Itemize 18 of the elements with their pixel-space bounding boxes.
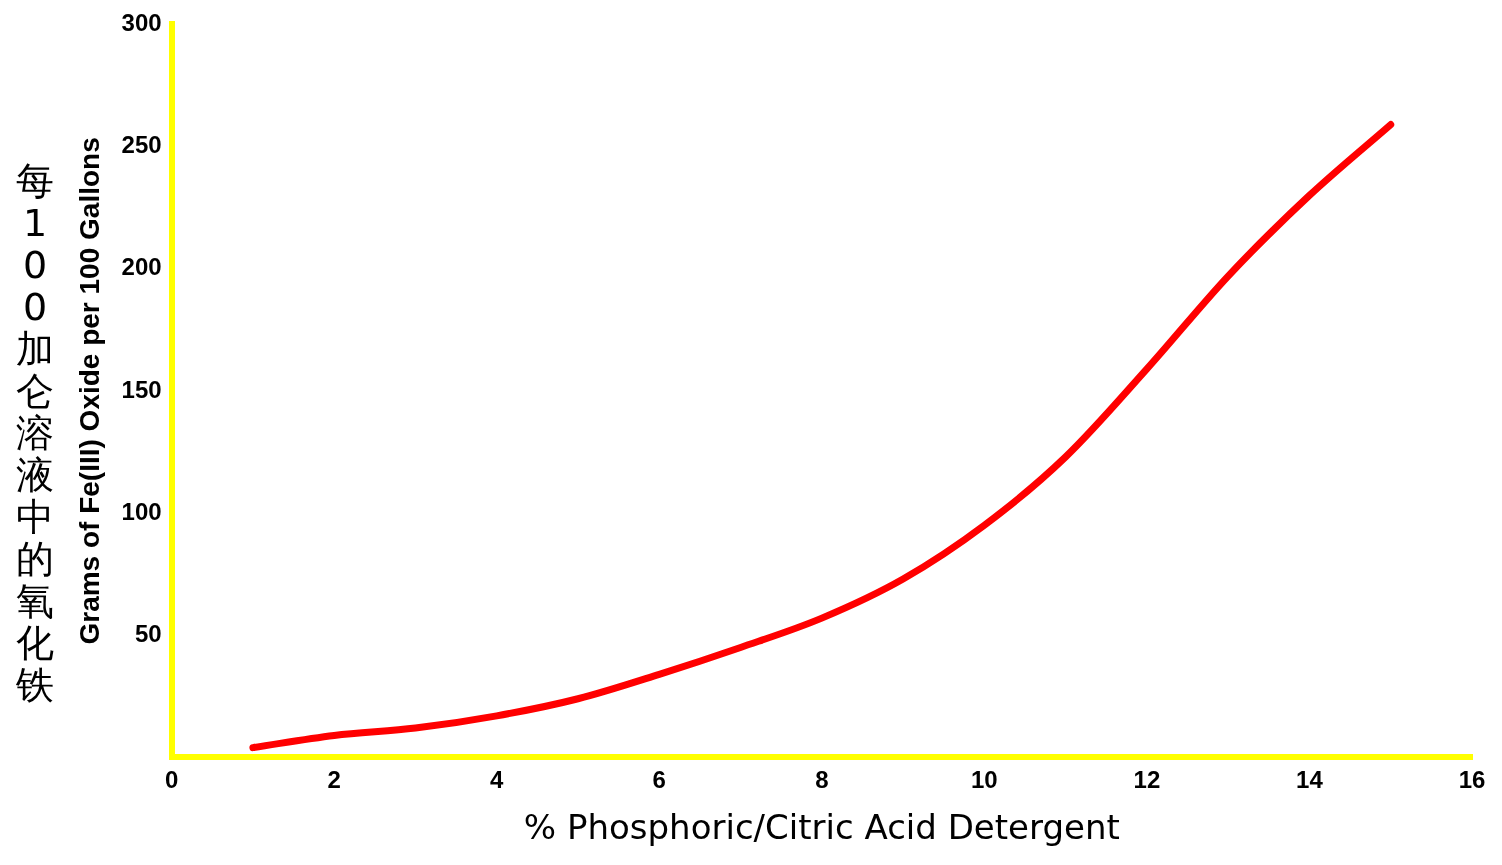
- y-tick-label: 100: [121, 497, 162, 525]
- y-tick-label: 150: [121, 375, 162, 403]
- y-tick-label: 200: [121, 253, 162, 281]
- x-tick-label: 6: [652, 766, 666, 794]
- x-tick-label: 14: [1296, 766, 1324, 794]
- y-tick-label: 300: [121, 9, 162, 37]
- y-tick-label: 250: [121, 131, 162, 159]
- x-tick-label: 12: [1133, 766, 1161, 794]
- y-tick-label: 50: [134, 619, 162, 647]
- x-tick-label: 8: [815, 766, 829, 794]
- y-axis-title: Grams of Fe(III) Oxide per 100 Gallons: [73, 137, 105, 645]
- text: 每100加仑溶液中的氧化铁: [16, 158, 54, 707]
- x-axis-title: % Phosphoric/Citric Acid Detergent: [523, 807, 1120, 848]
- x-tick-label: 4: [490, 766, 505, 794]
- x-tick-label: 16: [1458, 766, 1486, 794]
- x-tick-label: 2: [327, 766, 341, 794]
- x-tick-label: 10: [971, 766, 998, 794]
- x-tick-label: 0: [164, 766, 179, 794]
